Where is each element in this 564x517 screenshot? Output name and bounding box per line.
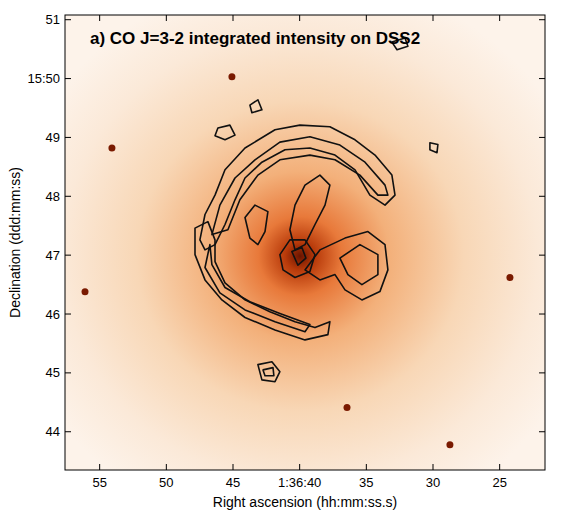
contour bbox=[305, 232, 388, 300]
y-tick-label: 46 bbox=[46, 307, 60, 322]
contour bbox=[263, 368, 274, 376]
contour bbox=[290, 175, 330, 250]
star bbox=[446, 441, 453, 448]
x-tick-label: 35 bbox=[359, 475, 373, 490]
y-tick bbox=[65, 255, 545, 256]
y-tick-label: 51 bbox=[46, 12, 60, 27]
y-tick bbox=[65, 196, 545, 197]
y-tick bbox=[65, 314, 545, 315]
frame bbox=[65, 15, 545, 470]
contour bbox=[245, 205, 268, 245]
y-axis-title: Declination (ddd:mm:ss) bbox=[7, 167, 23, 318]
y-tick-label: 44 bbox=[46, 424, 60, 439]
x-tick-label: 30 bbox=[426, 475, 440, 490]
x-tick bbox=[166, 15, 167, 470]
star bbox=[108, 145, 115, 152]
y-tick bbox=[65, 372, 545, 373]
star bbox=[82, 288, 89, 295]
star bbox=[506, 274, 513, 281]
y-tick-label: 48 bbox=[46, 189, 60, 204]
contour bbox=[292, 248, 306, 266]
contour bbox=[215, 125, 235, 140]
y-tick bbox=[65, 78, 545, 79]
y-tick-label: 45 bbox=[46, 365, 60, 380]
y-tick bbox=[65, 431, 545, 432]
x-tick bbox=[366, 15, 367, 470]
plot-area bbox=[82, 38, 514, 448]
contour bbox=[205, 245, 310, 332]
contour bbox=[195, 222, 330, 340]
x-tick bbox=[233, 15, 234, 470]
figure: 55 50 45 1:36:40 35 30 25 51 15:50 49 48 47 46 45 44 Ri… bbox=[0, 0, 564, 517]
x-tick bbox=[99, 15, 100, 470]
x-tick-label: 55 bbox=[92, 475, 106, 490]
optical-image bbox=[65, 15, 545, 470]
contour bbox=[250, 100, 262, 113]
x-tick bbox=[299, 15, 300, 470]
contour bbox=[200, 125, 395, 250]
contour bbox=[212, 137, 388, 235]
x-tick bbox=[499, 15, 500, 470]
y-tick bbox=[65, 137, 545, 138]
x-tick-label: 50 bbox=[159, 475, 173, 490]
contour bbox=[430, 143, 438, 153]
x-axis-title: Right ascension (hh:mm:ss.s) bbox=[213, 494, 397, 510]
star bbox=[344, 404, 351, 411]
y-tick-label: 15:50 bbox=[27, 71, 60, 86]
x-tick bbox=[433, 15, 434, 470]
contour bbox=[258, 362, 280, 382]
x-tick-label: 25 bbox=[492, 475, 506, 490]
x-tick-label: 1:36:40 bbox=[278, 475, 321, 490]
y-tick bbox=[65, 19, 545, 20]
contour bbox=[340, 245, 378, 285]
title: a) CO J=3-2 integrated intensity on DSS2 bbox=[90, 29, 420, 48]
contour bbox=[280, 240, 315, 278]
y-tick-label: 49 bbox=[46, 130, 60, 145]
star bbox=[228, 73, 235, 80]
y-tick-label: 47 bbox=[46, 248, 60, 263]
x-tick-label: 45 bbox=[226, 475, 240, 490]
